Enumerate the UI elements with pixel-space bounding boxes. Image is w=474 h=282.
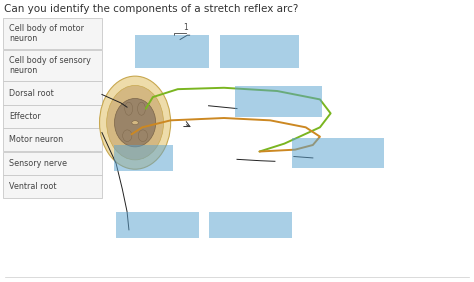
Text: Motor neuron: Motor neuron: [9, 135, 64, 144]
FancyBboxPatch shape: [3, 175, 102, 198]
Text: Can you identify the components of a stretch reflex arc?: Can you identify the components of a str…: [4, 4, 298, 14]
Ellipse shape: [114, 98, 155, 147]
Text: Cell body of sensory
neuron: Cell body of sensory neuron: [9, 56, 91, 75]
Bar: [209, 212, 292, 238]
Text: Sensory nerve: Sensory nerve: [9, 159, 67, 168]
Text: Dorsal root: Dorsal root: [9, 89, 54, 98]
Bar: [292, 138, 384, 168]
Ellipse shape: [125, 102, 133, 115]
FancyBboxPatch shape: [3, 105, 102, 128]
Bar: [220, 35, 299, 68]
Ellipse shape: [138, 130, 147, 142]
Ellipse shape: [100, 76, 171, 169]
Bar: [235, 86, 322, 117]
Text: 1: 1: [183, 23, 188, 32]
Text: Effector: Effector: [9, 112, 41, 121]
Ellipse shape: [137, 102, 146, 115]
FancyBboxPatch shape: [3, 128, 102, 151]
Text: Ventral root: Ventral root: [9, 182, 57, 191]
FancyBboxPatch shape: [3, 81, 102, 105]
Ellipse shape: [123, 130, 132, 142]
Bar: [116, 212, 199, 238]
FancyBboxPatch shape: [3, 50, 102, 81]
Ellipse shape: [107, 85, 164, 160]
Bar: [135, 35, 209, 68]
FancyBboxPatch shape: [3, 18, 102, 49]
Bar: [114, 145, 173, 171]
FancyBboxPatch shape: [3, 152, 102, 175]
Text: Cell body of motor
neuron: Cell body of motor neuron: [9, 24, 84, 43]
Circle shape: [132, 121, 138, 125]
